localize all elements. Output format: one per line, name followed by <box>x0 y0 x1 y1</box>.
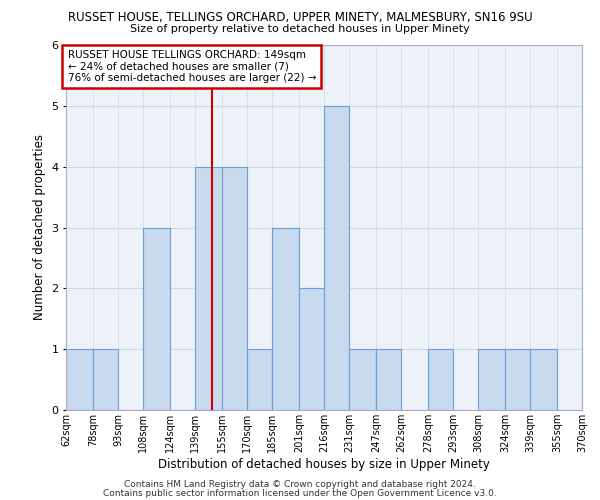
Bar <box>195 166 222 410</box>
Text: Contains HM Land Registry data © Crown copyright and database right 2024.: Contains HM Land Registry data © Crown c… <box>124 480 476 489</box>
Bar <box>505 349 530 410</box>
Bar <box>272 228 299 410</box>
Text: Contains public sector information licensed under the Open Government Licence v3: Contains public sector information licen… <box>103 489 497 498</box>
Bar <box>478 349 505 410</box>
Bar <box>376 349 401 410</box>
Bar <box>222 166 247 410</box>
Bar <box>247 349 272 410</box>
Bar <box>349 349 376 410</box>
Bar <box>66 349 93 410</box>
Bar <box>582 349 600 410</box>
Bar <box>143 228 170 410</box>
X-axis label: Distribution of detached houses by size in Upper Minety: Distribution of detached houses by size … <box>158 458 490 470</box>
Text: RUSSET HOUSE, TELLINGS ORCHARD, UPPER MINETY, MALMESBURY, SN16 9SU: RUSSET HOUSE, TELLINGS ORCHARD, UPPER MI… <box>68 11 532 24</box>
Bar <box>299 288 324 410</box>
Text: Size of property relative to detached houses in Upper Minety: Size of property relative to detached ho… <box>130 24 470 34</box>
Bar <box>530 349 557 410</box>
Text: RUSSET HOUSE TELLINGS ORCHARD: 149sqm
← 24% of detached houses are smaller (7)
7: RUSSET HOUSE TELLINGS ORCHARD: 149sqm ← … <box>68 50 316 83</box>
Bar <box>428 349 453 410</box>
Bar <box>324 106 349 410</box>
Y-axis label: Number of detached properties: Number of detached properties <box>32 134 46 320</box>
Bar <box>93 349 118 410</box>
